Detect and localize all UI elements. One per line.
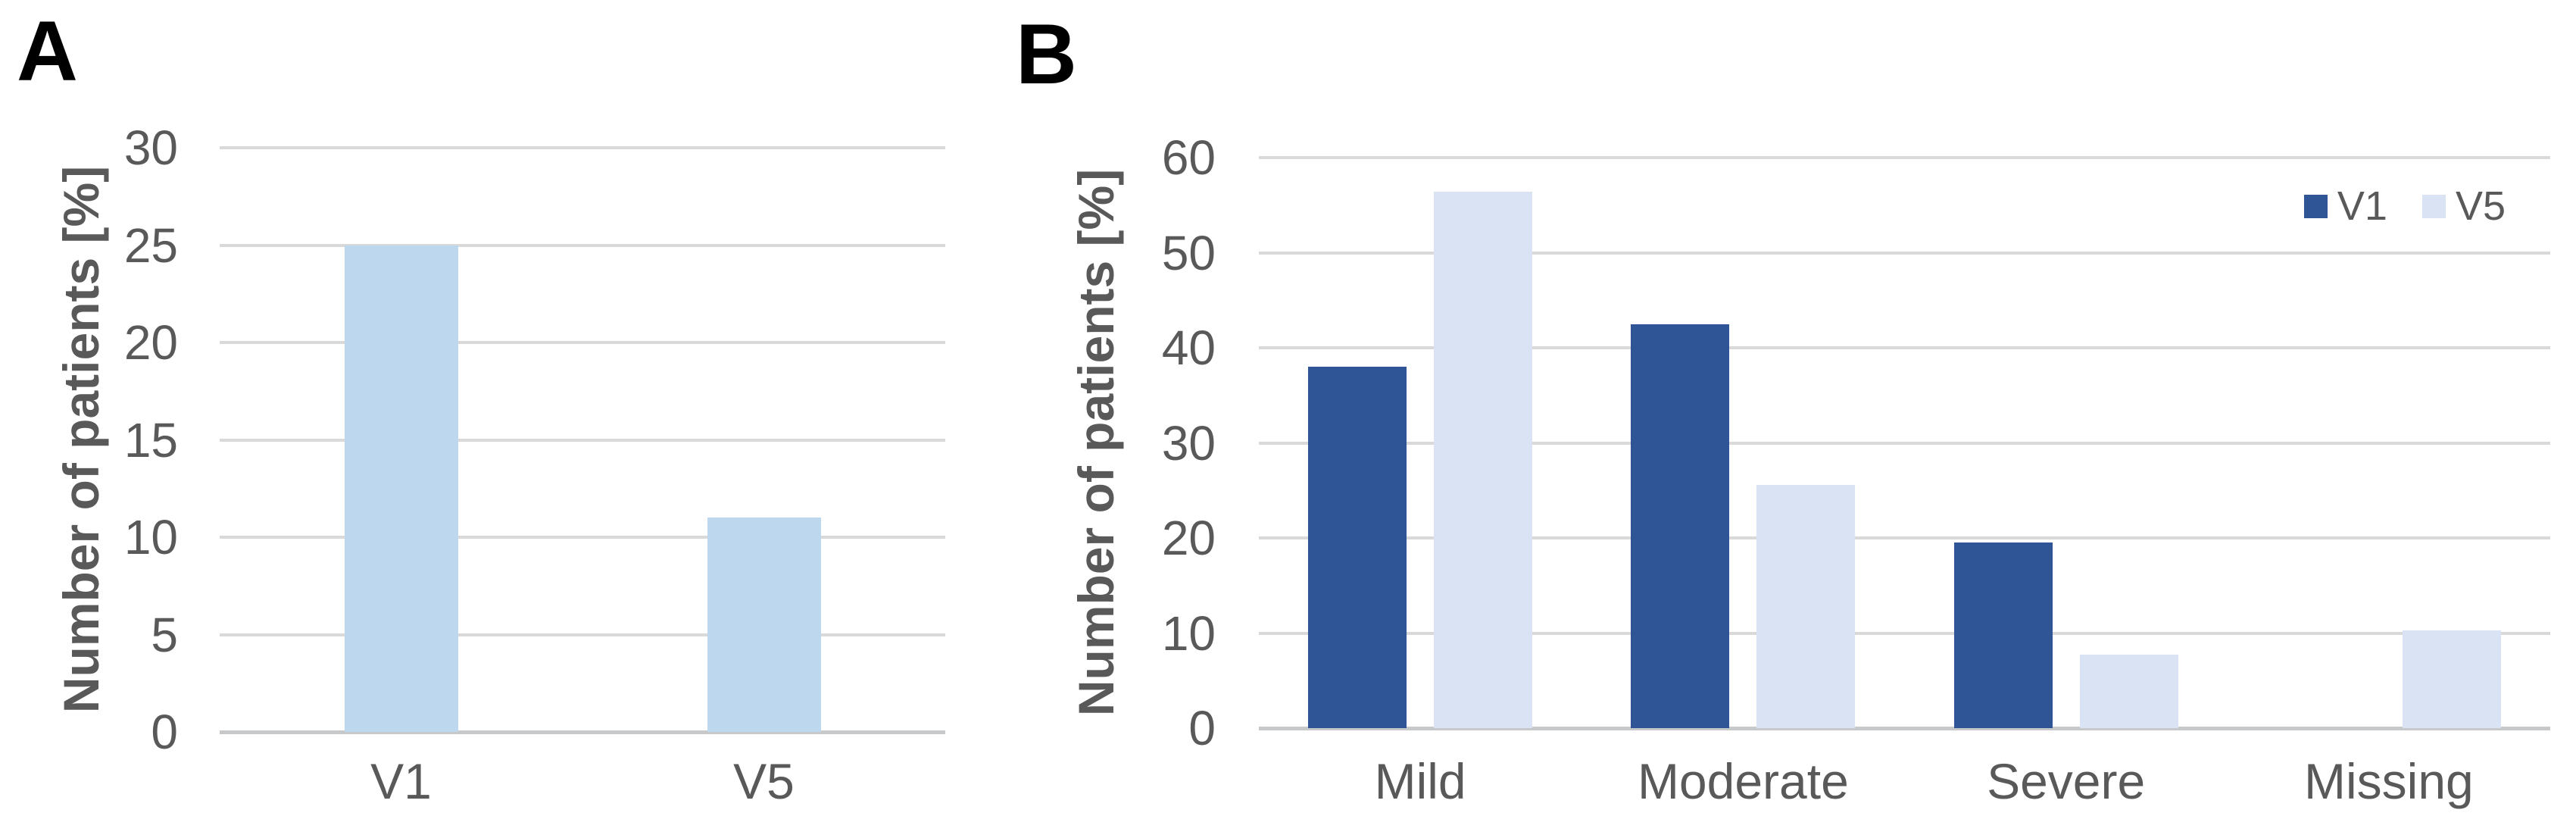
- y-tick-label-15: 15: [123, 412, 178, 467]
- y-tick-label-50: 50: [1161, 225, 1216, 280]
- panel-a-letter: A: [17, 4, 78, 98]
- legend: V1 V5: [2303, 183, 2506, 230]
- x-category-label-v5: V5: [733, 753, 795, 809]
- legend-swatch-v5-icon: [2421, 194, 2446, 218]
- panel-a: A Number of patients [%] 0 5 10 15 20 25 30 V1…: [0, 0, 1060, 838]
- panel-b-plot-area: [1259, 156, 2550, 730]
- bar-patients-v5: [707, 517, 821, 732]
- gridline-y-30: [220, 146, 945, 149]
- legend-label-v5: V5: [2455, 183, 2506, 229]
- y-tick-label-10: 10: [123, 510, 178, 564]
- gridline-y-5: [220, 633, 945, 636]
- panel-a-y-tick-labels: 0 5 10 15 20 25 30: [83, 124, 178, 756]
- x-category-label-mild: Mild: [1374, 753, 1466, 809]
- bar-v5-moderate: [1756, 484, 1856, 728]
- panel-a-plot-area: [220, 146, 945, 734]
- y-tick-label-30: 30: [1161, 415, 1216, 471]
- legend-item-v1: V1: [2303, 183, 2387, 229]
- y-tick-label-25: 25: [123, 217, 178, 273]
- bar-v5-severe: [2079, 655, 2178, 728]
- panel-b: B Number of patients [%] 0 10 20 30 40 50 60 M…: [985, 0, 2576, 838]
- gridline-y-10: [1259, 631, 2550, 635]
- gridline-y-0: [220, 730, 945, 734]
- y-tick-label-0: 0: [151, 705, 178, 759]
- y-tick-label-20: 20: [123, 315, 178, 370]
- bar-v1-moderate: [1631, 324, 1730, 728]
- y-tick-label-40: 40: [1161, 321, 1216, 375]
- panel-b-y-axis-title: Number of patients [%]: [1068, 168, 1124, 717]
- gridline-y-20: [1259, 536, 2550, 539]
- gridline-y-10: [220, 536, 945, 539]
- x-category-label-moderate: Moderate: [1637, 753, 1849, 809]
- y-tick-label-5: 5: [151, 607, 178, 662]
- y-tick-label-0: 0: [1188, 701, 1216, 755]
- gridline-y-15: [220, 438, 945, 442]
- legend-label-v1: V1: [2337, 183, 2387, 229]
- x-category-label-v1: V1: [370, 753, 432, 809]
- gridline-y-30: [1259, 441, 2550, 445]
- gridline-y-0: [1259, 727, 2550, 730]
- y-tick-label-20: 20: [1161, 511, 1216, 565]
- bar-v5-missing: [2402, 630, 2501, 728]
- bar-patients-v1: [344, 245, 458, 732]
- y-tick-label-10: 10: [1161, 605, 1216, 661]
- gridline-y-20: [220, 341, 945, 344]
- panel-b-x-category-labels: Mild Moderate Severe Missing: [1259, 756, 2550, 817]
- gridline-y-50: [1259, 251, 2550, 255]
- panel-b-letter: B: [1016, 7, 1077, 102]
- y-tick-label-30: 30: [123, 120, 178, 175]
- x-category-label-severe: Severe: [1987, 753, 2146, 809]
- legend-item-v5: V5: [2421, 183, 2506, 229]
- x-category-label-missing: Missing: [2304, 753, 2474, 809]
- bar-v5-mild: [1434, 192, 1533, 728]
- panel-a-x-category-labels: V1 V5: [220, 756, 945, 817]
- bar-v1-mild: [1308, 367, 1407, 728]
- y-tick-label-60: 60: [1161, 130, 1216, 185]
- legend-swatch-v1-icon: [2303, 194, 2328, 218]
- bar-v1-severe: [1953, 543, 2053, 728]
- gridline-y-60: [1259, 156, 2550, 159]
- gridline-y-25: [220, 243, 945, 247]
- gridline-y-40: [1259, 346, 2550, 349]
- panel-b-y-tick-labels: 0 10 20 30 40 50 60: [1117, 133, 1216, 752]
